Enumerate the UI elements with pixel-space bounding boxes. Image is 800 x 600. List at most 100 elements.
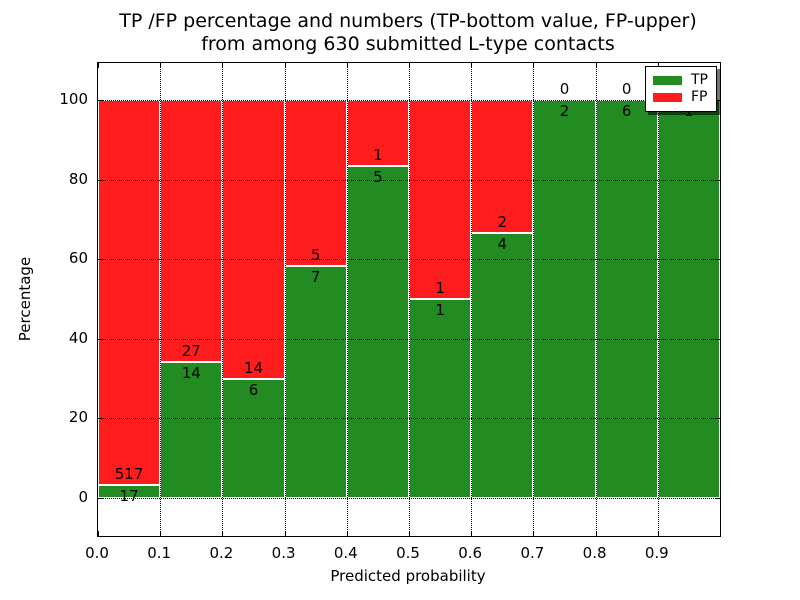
tp-bar-segment bbox=[409, 299, 472, 498]
bars-layer bbox=[98, 63, 720, 536]
tp-count-label: 2 bbox=[559, 102, 570, 120]
x-tick-label: 0.2 bbox=[209, 544, 234, 562]
y-tick-mark bbox=[98, 259, 103, 261]
x-tick-mark bbox=[346, 531, 348, 536]
x-tick-mark bbox=[222, 63, 224, 68]
y-tick-mark bbox=[98, 418, 103, 420]
x-tick-label: 0.9 bbox=[644, 544, 669, 562]
vertical-gridline bbox=[595, 63, 597, 536]
x-axis-title: Predicted probability bbox=[330, 567, 486, 585]
x-tick-mark bbox=[160, 63, 162, 68]
x-tick-label: 0.0 bbox=[85, 544, 109, 562]
tp-count-label: 5 bbox=[373, 168, 383, 187]
fp-bar-segment bbox=[160, 100, 223, 363]
legend: TP FP bbox=[645, 66, 717, 112]
grid-layer bbox=[98, 63, 720, 536]
fp-count-label: 0 bbox=[621, 80, 632, 98]
y-tick-mark bbox=[715, 179, 720, 181]
horizontal-gridline bbox=[98, 418, 720, 420]
vertical-gridline bbox=[160, 63, 162, 536]
x-tick-mark bbox=[595, 63, 597, 68]
x-tick-mark bbox=[533, 63, 535, 68]
y-tick-label: 0 bbox=[78, 488, 88, 506]
fp-count-label: 2 bbox=[497, 212, 508, 231]
y-tick-label: 20 bbox=[68, 408, 88, 427]
x-tick-label: 0.3 bbox=[271, 544, 296, 562]
fp-count-label: 14 bbox=[243, 358, 264, 377]
x-tick-label: 0.5 bbox=[396, 544, 420, 562]
y-tick-label: 60 bbox=[68, 249, 88, 268]
horizontal-gridline bbox=[98, 179, 720, 181]
tp-count-label: 4 bbox=[497, 234, 508, 253]
horizontal-gridline bbox=[98, 100, 720, 101]
x-tick-mark bbox=[160, 531, 162, 536]
tp-count-label: 17 bbox=[119, 487, 139, 506]
x-tick-label: 0.6 bbox=[458, 544, 483, 562]
y-tick-mark bbox=[715, 418, 720, 420]
y-tick-mark bbox=[98, 498, 103, 499]
x-tick-mark bbox=[595, 531, 597, 536]
y-tick-mark bbox=[98, 100, 103, 101]
x-tick-mark bbox=[346, 63, 348, 68]
x-tick-label: 0.7 bbox=[520, 544, 545, 562]
horizontal-gridline bbox=[98, 259, 720, 261]
legend-row-fp: FP bbox=[653, 89, 708, 106]
ticks-layer bbox=[98, 63, 720, 536]
tp-bar-segment bbox=[533, 100, 596, 498]
horizontal-gridline bbox=[98, 338, 720, 340]
tp-count-label: 1 bbox=[435, 301, 445, 319]
vertical-gridline bbox=[657, 63, 659, 536]
x-tick-mark bbox=[98, 531, 99, 536]
vertical-gridline bbox=[471, 63, 473, 536]
x-tick-mark bbox=[657, 63, 659, 68]
fp-count-label: 0 bbox=[559, 80, 570, 98]
x-tick-mark bbox=[409, 63, 410, 68]
legend-label-tp: TP bbox=[691, 72, 708, 88]
y-tick-mark bbox=[715, 100, 720, 101]
tp-count-label: 7 bbox=[310, 267, 321, 286]
y-tick-mark bbox=[715, 259, 720, 261]
y-tick-mark bbox=[715, 498, 720, 499]
x-tick-mark bbox=[471, 63, 473, 68]
tp-bar-segment bbox=[471, 232, 534, 498]
bar-value-labels-layer: 51717271414657151124020601 bbox=[98, 63, 720, 536]
fp-count-label: 27 bbox=[181, 342, 201, 361]
chart-title: TP /FP percentage and numbers (TP-bottom… bbox=[97, 10, 719, 56]
chart-title-line2: from among 630 submitted L-type contacts bbox=[201, 33, 615, 55]
vertical-gridline bbox=[533, 63, 535, 536]
tp-bar-segment bbox=[595, 100, 658, 498]
fp-legend-swatch-icon bbox=[653, 93, 682, 102]
x-tick-mark bbox=[98, 63, 99, 68]
vertical-gridline bbox=[346, 63, 348, 536]
tp-count-label: 14 bbox=[181, 364, 201, 383]
tp-count-label: 6 bbox=[621, 102, 632, 120]
y-tick-label: 100 bbox=[59, 90, 88, 108]
x-tick-mark bbox=[222, 531, 224, 536]
x-tick-mark bbox=[657, 531, 659, 536]
x-tick-mark bbox=[284, 63, 286, 68]
fp-bar-segment bbox=[284, 100, 347, 266]
y-tick-mark bbox=[715, 338, 720, 340]
legend-row-tp: TP bbox=[653, 72, 708, 89]
x-tick-label: 0.1 bbox=[147, 544, 172, 562]
fp-bar-segment bbox=[98, 100, 161, 486]
vertical-gridline bbox=[409, 63, 410, 536]
fp-count-label: 1 bbox=[373, 146, 383, 165]
x-tick-mark bbox=[533, 531, 535, 536]
y-tick-mark bbox=[98, 338, 103, 340]
x-tick-mark bbox=[471, 531, 473, 536]
chart-title-line1: TP /FP percentage and numbers (TP-bottom… bbox=[119, 10, 697, 32]
tp-bar-segment bbox=[160, 362, 223, 498]
fp-count-label: 5 bbox=[310, 245, 321, 264]
fp-count-label: 1 bbox=[435, 279, 445, 297]
plot-area: 51717271414657151124020601 bbox=[97, 62, 721, 537]
y-tick-label: 40 bbox=[68, 328, 88, 347]
tp-count-label: 6 bbox=[248, 380, 259, 399]
x-tick-label: 0.4 bbox=[333, 544, 358, 562]
fp-count-label: 517 bbox=[114, 465, 144, 484]
legend-label-fp: FP bbox=[691, 89, 708, 105]
tp-legend-swatch-icon bbox=[653, 76, 682, 85]
vertical-gridline bbox=[222, 63, 224, 536]
y-tick-label: 80 bbox=[68, 169, 88, 188]
